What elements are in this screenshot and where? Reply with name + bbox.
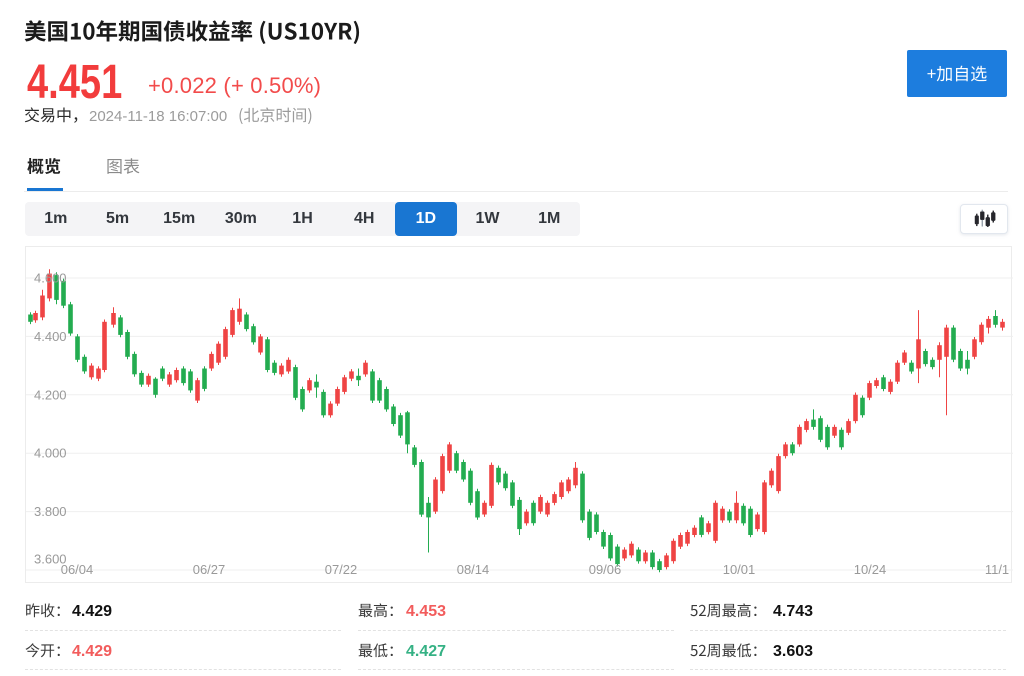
svg-text:06/27: 06/27 xyxy=(193,562,226,577)
svg-text:06/04: 06/04 xyxy=(61,562,94,577)
svg-text:08/14: 08/14 xyxy=(457,562,490,577)
svg-text:4.600: 4.600 xyxy=(34,271,67,286)
svg-text:09/06: 09/06 xyxy=(589,562,622,577)
svg-text:11/1: 11/1 xyxy=(985,562,1009,577)
svg-text:10/24: 10/24 xyxy=(854,562,887,577)
svg-text:07/22: 07/22 xyxy=(325,562,358,577)
svg-text:3.800: 3.800 xyxy=(34,504,67,519)
svg-text:4.400: 4.400 xyxy=(34,329,67,344)
svg-text:4.200: 4.200 xyxy=(34,387,67,402)
svg-text:10/01: 10/01 xyxy=(723,562,756,577)
svg-text:4.000: 4.000 xyxy=(34,446,67,461)
svg-text:3.600: 3.600 xyxy=(34,552,67,567)
